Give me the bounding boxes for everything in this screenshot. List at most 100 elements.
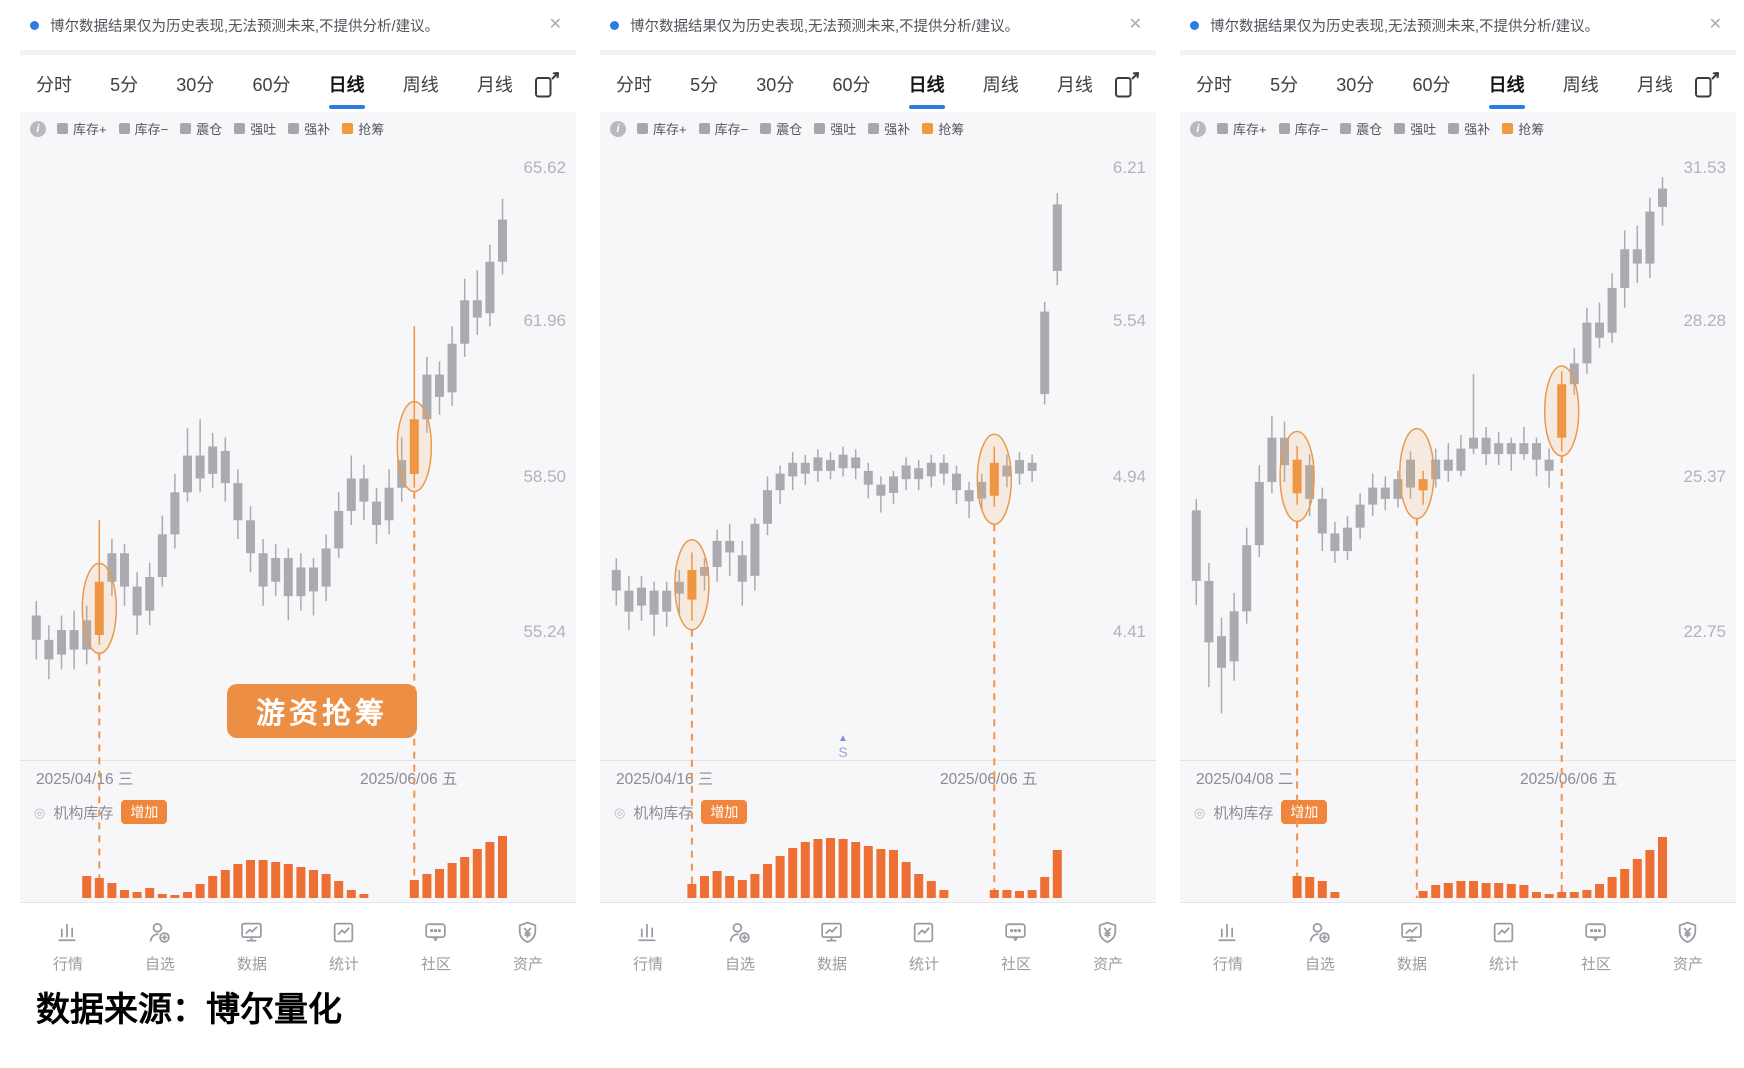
nav-item-统计[interactable]: 统计	[329, 919, 359, 974]
nav-item-社区[interactable]: 社区	[1001, 919, 1031, 974]
legend-label: 库存+	[653, 122, 687, 137]
increase-badge: 增加	[701, 800, 748, 824]
legend-item-库存+: 库存+	[57, 119, 107, 138]
nav-item-统计[interactable]: 统计	[909, 919, 939, 974]
legend-swatch-icon	[180, 123, 192, 134]
tab-月线[interactable]: 月线	[1636, 74, 1673, 95]
nav-label: 统计	[1488, 955, 1519, 973]
price-axis-label: 61.96	[523, 311, 566, 330]
price-axis-label: 5.54	[1112, 311, 1146, 330]
bars-icon	[54, 919, 81, 950]
info-icon[interactable]: i	[610, 120, 626, 137]
legend-label: 震仓	[196, 122, 223, 137]
bars-icon	[634, 919, 661, 950]
price-axis-label: 25.37	[1683, 467, 1726, 486]
nav-label: 数据	[1396, 955, 1427, 973]
nav-item-资产[interactable]: 资产	[1673, 919, 1703, 974]
tab-月线[interactable]: 月线	[476, 74, 513, 95]
tab-分时[interactable]: 分时	[36, 74, 72, 95]
stat-chart-icon	[910, 919, 937, 950]
legend-item-强吐: 强吐	[814, 119, 856, 138]
user-add-icon	[726, 919, 753, 950]
axis-date-right: 2025/06/06 五	[360, 771, 458, 788]
info-icon[interactable]: i	[30, 120, 46, 137]
close-icon[interactable]: ✕	[1708, 16, 1722, 33]
period-tab-bar: 分时 5分 30分 60分 日线 周线 月线	[600, 50, 1156, 112]
date-axis: 2025/04/08 二 2025/06/06 五	[1180, 760, 1736, 795]
institution-inventory-row: ◎ 机构库存 增加	[34, 800, 168, 824]
chart-card: i 库存+ 库存− 震仓 强吐 强补 抢筹 游资抢筹 2025/04/16 三 2025/…	[20, 112, 576, 903]
legend-item-震仓: 震仓	[180, 119, 222, 138]
nav-label: 资产	[1092, 955, 1123, 973]
community-icon	[422, 919, 449, 950]
price-axis-label: 4.41	[1112, 622, 1146, 641]
assets-shield-icon	[1674, 919, 1701, 950]
nav-item-行情[interactable]: 行情	[633, 919, 663, 974]
user-add-icon	[1306, 919, 1333, 950]
tab-周线[interactable]: 周线	[982, 74, 1019, 95]
disclaimer-text: 博尔数据结果仅为历史表现,无法预测未来,不提供分析/建议。	[1210, 18, 1600, 35]
nav-item-社区[interactable]: 社区	[1581, 919, 1611, 974]
legend-item-强补: 强补	[1448, 119, 1490, 138]
nav-label: 行情	[1212, 955, 1243, 973]
legend-label: 抢筹	[938, 122, 965, 137]
nav-item-自选[interactable]: 自选	[1305, 919, 1335, 974]
close-icon[interactable]: ✕	[548, 16, 562, 33]
nav-item-资产[interactable]: 资产	[513, 919, 543, 974]
tab-5分[interactable]: 5分	[110, 74, 139, 95]
rotate-screen-icon[interactable]	[1113, 55, 1140, 112]
legend-label: 强吐	[830, 122, 857, 137]
nav-item-数据[interactable]: 数据	[1397, 919, 1427, 974]
tab-60分[interactable]: 60分	[832, 74, 871, 95]
tab-周线[interactable]: 周线	[402, 74, 439, 95]
tab-日线[interactable]: 日线	[1489, 55, 1525, 112]
tab-月线[interactable]: 月线	[1056, 74, 1093, 95]
community-icon	[1002, 919, 1029, 950]
nav-label: 数据	[236, 955, 267, 973]
nav-item-资产[interactable]: 资产	[1093, 919, 1123, 974]
disclaimer-text: 博尔数据结果仅为历史表现,无法预测未来,不提供分析/建议。	[50, 18, 440, 35]
nav-item-行情[interactable]: 行情	[53, 919, 83, 974]
institution-inventory-row: ◎ 机构库存 增加	[1194, 800, 1328, 824]
nav-item-统计[interactable]: 统计	[1489, 919, 1519, 974]
legend-swatch-icon	[1502, 123, 1514, 134]
legend-item-抢筹: 抢筹	[1502, 119, 1544, 138]
tab-30分[interactable]: 30分	[176, 74, 215, 95]
legend-swatch-icon	[118, 123, 130, 134]
nav-item-自选[interactable]: 自选	[725, 919, 755, 974]
price-axis-label: 55.24	[523, 622, 566, 641]
nav-item-社区[interactable]: 社区	[421, 919, 451, 974]
tab-分时[interactable]: 分时	[1196, 74, 1232, 95]
data-source-caption: 数据来源：博尔量化	[36, 991, 342, 1029]
tab-日线[interactable]: 日线	[909, 55, 945, 112]
nav-item-自选[interactable]: 自选	[145, 919, 175, 974]
tab-30分[interactable]: 30分	[756, 74, 795, 95]
rotate-screen-icon[interactable]	[1693, 55, 1720, 112]
nav-label: 自选	[144, 955, 175, 973]
tab-周线[interactable]: 周线	[1562, 74, 1599, 95]
nav-label: 自选	[724, 955, 755, 973]
tab-60分[interactable]: 60分	[252, 74, 291, 95]
info-icon[interactable]: i	[1190, 120, 1206, 137]
legend-item-强吐: 强吐	[234, 119, 276, 138]
tab-分时[interactable]: 分时	[616, 74, 652, 95]
close-icon[interactable]: ✕	[1128, 16, 1142, 33]
legend-swatch-icon	[814, 123, 826, 134]
tab-5分[interactable]: 5分	[690, 74, 719, 95]
tab-日线[interactable]: 日线	[329, 55, 365, 112]
nav-item-数据[interactable]: 数据	[237, 919, 267, 974]
increase-badge: 增加	[1281, 800, 1328, 824]
nav-item-行情[interactable]: 行情	[1213, 919, 1243, 974]
tab-60分[interactable]: 60分	[1412, 74, 1451, 95]
rotate-screen-icon[interactable]	[533, 55, 560, 112]
nav-item-数据[interactable]: 数据	[817, 919, 847, 974]
period-tab-bar: 分时 5分 30分 60分 日线 周线 月线	[20, 50, 576, 112]
institution-inventory-row: ◎ 机构库存 增加	[614, 800, 748, 824]
legend-swatch-icon	[288, 123, 300, 134]
legend-label: 库存+	[73, 122, 107, 137]
tab-5分[interactable]: 5分	[1270, 74, 1299, 95]
tab-30分[interactable]: 30分	[1336, 74, 1375, 95]
legend-item-抢筹: 抢筹	[342, 119, 384, 138]
nav-label: 统计	[908, 955, 939, 973]
price-axis-label: 31.53	[1683, 158, 1726, 177]
